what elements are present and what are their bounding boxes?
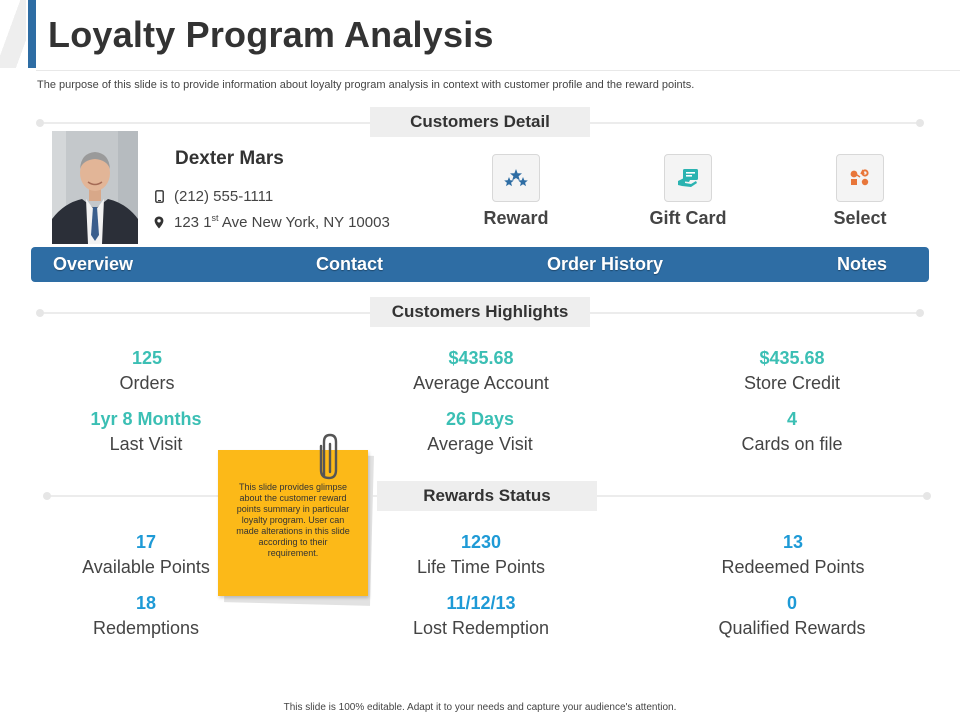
metric-label: Orders <box>119 373 175 393</box>
gift-card-label: Gift Card <box>649 208 727 228</box>
reward-value: 18 <box>135 593 157 613</box>
metric-average-account: $435.68 Average Account <box>361 348 601 394</box>
nav-notes[interactable]: Notes <box>837 254 888 274</box>
customer-photo <box>52 131 138 244</box>
metric-label: Last Visit <box>109 434 183 454</box>
page-title: Loyalty Program Analysis <box>48 14 494 55</box>
reward-qualified-rewards: 0 Qualified Rewards <box>672 593 912 639</box>
paperclip-icon <box>315 432 343 487</box>
reward-available-points: 17 Available Points <box>26 532 266 578</box>
reward-value: 17 <box>135 532 157 552</box>
page-subtitle: The purpose of this slide is to provide … <box>37 79 695 91</box>
reward-action[interactable]: Reward <box>456 154 576 229</box>
nav-order-history[interactable]: Order History <box>547 254 664 274</box>
reward-label: Life Time Points <box>416 557 546 577</box>
reward-label: Redeemed Points <box>721 557 865 577</box>
footer-text: This slide is 100% editable. Adapt it to… <box>283 702 677 713</box>
select-label: Select <box>833 208 887 228</box>
metric-last-visit: 1yr 8 Months Last Visit <box>26 409 266 455</box>
customer-address: 123 1st Ave New York, NY 10003 <box>174 213 390 231</box>
reward-label: Qualified Rewards <box>718 618 866 638</box>
metric-value: 26 Days <box>445 409 515 429</box>
location-pin-icon <box>152 216 166 229</box>
reward-value: 13 <box>782 532 804 552</box>
customer-nav-bar: Overview Contact Order History Notes <box>31 247 929 282</box>
header-decoration <box>0 0 26 68</box>
gift-card-button[interactable] <box>664 154 712 202</box>
sticky-note-text: This slide provides glimpse about the cu… <box>236 482 350 558</box>
reward-button[interactable] <box>492 154 540 202</box>
reward-label: Lost Redemption <box>412 618 550 638</box>
stars-icon <box>504 169 528 187</box>
metric-value: 125 <box>131 348 163 368</box>
section-title-customers-highlights: Customers Highlights <box>370 297 590 327</box>
metric-average-visit: 26 Days Average Visit <box>360 409 600 455</box>
reward-redemptions: 18 Redemptions <box>26 593 266 639</box>
metric-value: 4 <box>786 409 797 429</box>
reward-label: Reward <box>483 208 549 228</box>
gift-card-icon <box>678 169 698 187</box>
reward-value: 0 <box>786 593 797 613</box>
reward-redeemed-points: 13 Redeemed Points <box>673 532 913 578</box>
reward-value: 11/12/13 <box>446 593 516 613</box>
metric-cards-on-file: 4 Cards on file <box>672 409 912 455</box>
customer-name: Dexter Mars <box>175 148 284 169</box>
gift-card-action[interactable]: Gift Card <box>628 154 748 229</box>
nav-contact[interactable]: Contact <box>316 254 383 274</box>
phone-icon <box>152 190 166 203</box>
reward-value: 1230 <box>460 532 502 552</box>
metric-label: Store Credit <box>743 373 841 393</box>
sticky-note: This slide provides glimpse about the cu… <box>218 450 368 596</box>
metric-value: $435.68 <box>448 348 514 368</box>
customer-address-row: 123 1st Ave New York, NY 10003 <box>152 213 390 231</box>
metric-label: Average Account <box>413 373 549 393</box>
section-title-rewards-status: Rewards Status <box>377 481 597 511</box>
select-icon <box>850 169 869 186</box>
reward-label: Redemptions <box>92 618 200 638</box>
metric-value: 1yr 8 Months <box>90 409 202 429</box>
metric-orders: 125 Orders <box>27 348 267 394</box>
reward-label: Available Points <box>82 557 210 577</box>
reward-life-time-points: 1230 Life Time Points <box>361 532 601 578</box>
header-accent-bar <box>28 0 36 68</box>
customer-phone: (212) 555-1111 <box>174 188 274 205</box>
metric-label: Average Visit <box>427 434 533 454</box>
select-button[interactable] <box>836 154 884 202</box>
customer-phone-row: (212) 555-1111 <box>152 188 273 205</box>
select-action[interactable]: Select <box>800 154 920 229</box>
header-divider <box>36 70 960 71</box>
metric-store-credit: $435.68 Store Credit <box>672 348 912 394</box>
nav-overview[interactable]: Overview <box>53 254 134 274</box>
metric-value: $435.68 <box>759 348 825 368</box>
reward-lost-redemption: 11/12/13 Lost Redemption <box>361 593 601 639</box>
section-title-customers-detail: Customers Detail <box>370 107 590 137</box>
metric-label: Cards on file <box>741 434 843 454</box>
customer-avatar-icon <box>52 131 138 244</box>
